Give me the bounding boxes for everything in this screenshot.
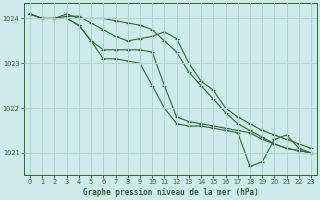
X-axis label: Graphe pression niveau de la mer (hPa): Graphe pression niveau de la mer (hPa) [83,188,258,197]
